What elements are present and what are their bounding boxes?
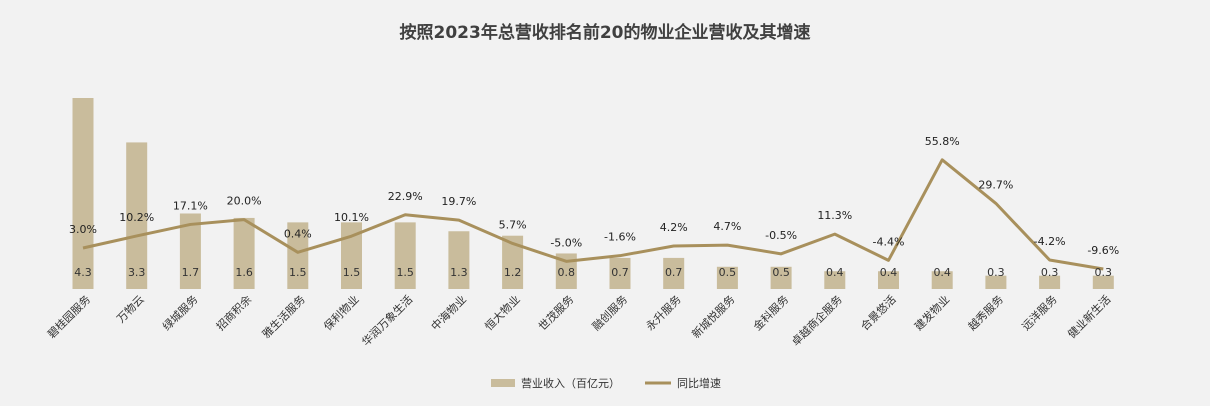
category-label: 建发物业 (911, 292, 952, 333)
growth-value-label: -4.4% (873, 235, 905, 248)
bar-value-label: 0.7 (611, 266, 629, 279)
category-label: 新城悦服务 (689, 292, 738, 341)
growth-value-label: 10.2% (119, 211, 154, 224)
bar-value-label: 0.3 (1041, 266, 1059, 279)
bar-4 (233, 217, 255, 289)
bar-3 (179, 213, 201, 289)
bar-19 (1039, 275, 1061, 289)
category-label: 恒大物业 (482, 292, 523, 333)
growth-value-label: 4.7% (713, 220, 741, 233)
bar-value-label: 1.3 (450, 266, 468, 279)
growth-value-label: 19.7% (441, 195, 476, 208)
bar-7 (394, 222, 416, 289)
growth-line (82, 158, 1104, 271)
bar-series (72, 98, 1114, 289)
growth-value-label: 20.0% (227, 195, 262, 208)
bar-16 (878, 271, 899, 289)
category-label: 保利物业 (321, 292, 362, 333)
category-label: 健业新生活 (1065, 292, 1114, 341)
line-value-labels: 3.0% 10.2% 17.1% 20.0% 0.4% 10.1% 22.9% 19.7% 5.… (69, 135, 1119, 257)
bar-value-label: 0.4 (826, 266, 844, 279)
category-label: 万物云 (114, 292, 147, 325)
growth-value-label: 3.0% (69, 223, 97, 236)
category-label: 合景悠活 (858, 292, 899, 333)
category-label: 绿城服务 (160, 292, 201, 333)
growth-value-label: -0.5% (765, 229, 797, 242)
bar-5 (287, 222, 309, 289)
bar-value-label: 1.5 (289, 266, 307, 279)
bar-17 (931, 271, 953, 289)
legend: 营业收入（百亿元） 同比增速 (491, 376, 721, 390)
bar-13 (716, 266, 738, 289)
growth-value-label: -1.6% (604, 231, 636, 244)
bar-20 (1092, 275, 1114, 289)
bar-value-label: 0.3 (1095, 266, 1113, 279)
bar-value-label: 0.3 (987, 266, 1005, 279)
category-label: 世茂服务 (535, 292, 576, 333)
bar-11 (609, 257, 631, 289)
growth-value-label: 11.3% (817, 209, 852, 222)
bar-value-label: 1.5 (343, 266, 361, 279)
category-label: 华润万象生活 (359, 292, 416, 349)
bar-14 (770, 266, 792, 289)
growth-value-label: 17.1% (173, 199, 208, 212)
bar-9 (502, 235, 524, 289)
legend-swatch-revenue (491, 379, 515, 387)
bar-value-label: 0.8 (558, 266, 576, 279)
bar-value-label: 0.4 (880, 266, 898, 279)
bar-value-label: 1.2 (504, 266, 522, 279)
category-axis-labels: 碧桂园服务 万物云 绿城服务 招商积余 雅生活服务 保利物业华润万象生活 中海物业 恒大物业世… (44, 292, 1113, 349)
bar-value-label: 0.4 (933, 266, 951, 279)
growth-value-label: 5.7% (499, 218, 527, 231)
growth-value-label: 22.9% (388, 190, 423, 203)
category-label: 中海物业 (428, 292, 469, 333)
bar-value-label: 1.6 (235, 266, 253, 279)
category-label: 融创服务 (590, 293, 630, 333)
chart-title: 按照2023年总营收排名前20的物业企业营收及其增速 (399, 23, 811, 43)
bar-12 (663, 257, 685, 289)
growth-value-label: -5.0% (550, 236, 582, 249)
bar-1 (72, 98, 94, 289)
bar-18 (985, 275, 1007, 289)
bar-value-label: 0.5 (719, 266, 737, 279)
bar-8 (448, 231, 470, 289)
bar-15 (824, 271, 846, 289)
bar-value-label: 1.7 (182, 266, 200, 279)
legend-label-growth: 同比增速 (677, 376, 721, 390)
category-label: 碧桂园服务 (44, 292, 93, 341)
line-series (82, 158, 1104, 271)
category-label: 雅生活服务 (259, 292, 308, 341)
category-label: 金科服务 (750, 292, 791, 333)
category-label: 招商积余 (213, 292, 254, 333)
bar-2 (126, 142, 148, 289)
bar-value-label: 1.5 (396, 266, 414, 279)
category-label: 远洋服务 (1019, 292, 1060, 333)
category-label: 越秀服务 (965, 292, 1006, 333)
category-label: 永升服务 (643, 292, 684, 333)
bar-10 (555, 253, 577, 289)
bar-value-label: 0.5 (772, 266, 790, 279)
growth-value-label: 55.8% (925, 135, 960, 148)
bar-value-labels: 4.3 3.3 1.7 1.6 1.5 1.5 1.5 1.3 1.2 0.8 0.7 0.7 0.5 0… (74, 266, 1112, 279)
growth-value-label: 10.1% (334, 211, 369, 224)
growth-value-label: 0.4% (284, 227, 312, 240)
growth-value-label: -4.2% (1034, 235, 1066, 248)
legend-label-revenue: 营业收入（百亿元） (521, 376, 620, 390)
bar-value-label: 3.3 (128, 266, 146, 279)
bar-value-label: 0.7 (665, 266, 683, 279)
growth-value-label: -9.6% (1087, 244, 1119, 257)
category-label: 卓越商企服务 (788, 292, 845, 349)
bar-value-label: 4.3 (74, 266, 92, 279)
growth-value-label: 4.2% (660, 221, 688, 234)
growth-value-label: 29.7% (978, 178, 1013, 191)
